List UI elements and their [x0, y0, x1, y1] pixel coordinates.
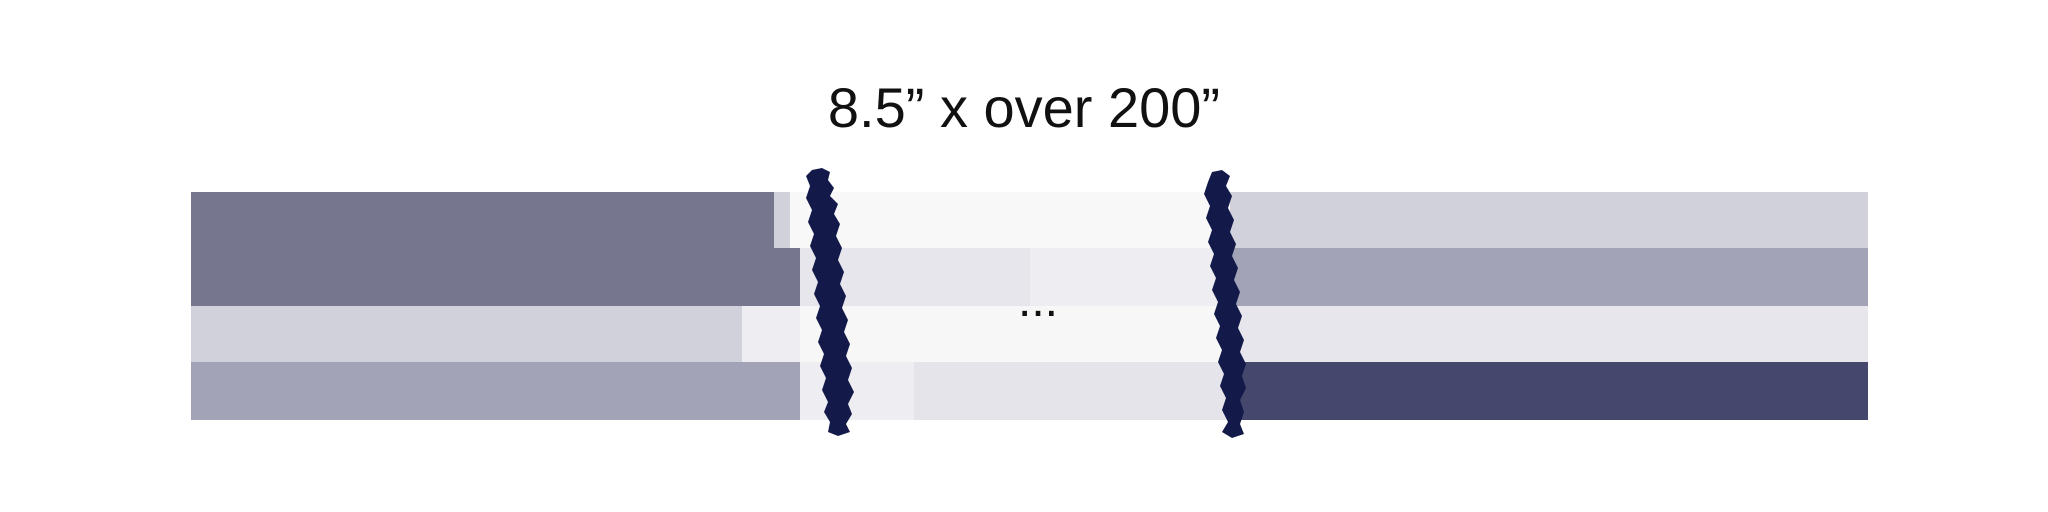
left-stripe-2 [191, 306, 824, 362]
middle-stripe-4a [800, 362, 914, 420]
left-stripe-1 [191, 192, 824, 306]
right-stripe-1 [1230, 192, 1868, 248]
left-stripe-3 [191, 362, 824, 420]
middle-stripes [742, 192, 1234, 420]
right-stripes [1230, 192, 1868, 420]
middle-stripe-2b [1030, 248, 1234, 306]
torn-edge-icon [806, 168, 854, 436]
middle-stripe-top-light [790, 192, 1234, 248]
diagram-title: 8.5” x over 200” [827, 76, 1221, 139]
ellipsis-text: ... [1018, 274, 1058, 327]
middle-stripe-3b [800, 306, 1234, 362]
right-stripe-3 [1230, 306, 1868, 362]
right-stripe-2 [1230, 248, 1868, 306]
middle-stripe-4b [914, 362, 1234, 420]
right-stripe-4 [1230, 362, 1868, 420]
left-stripes [191, 192, 824, 420]
torn-edge-icon [1204, 170, 1246, 438]
